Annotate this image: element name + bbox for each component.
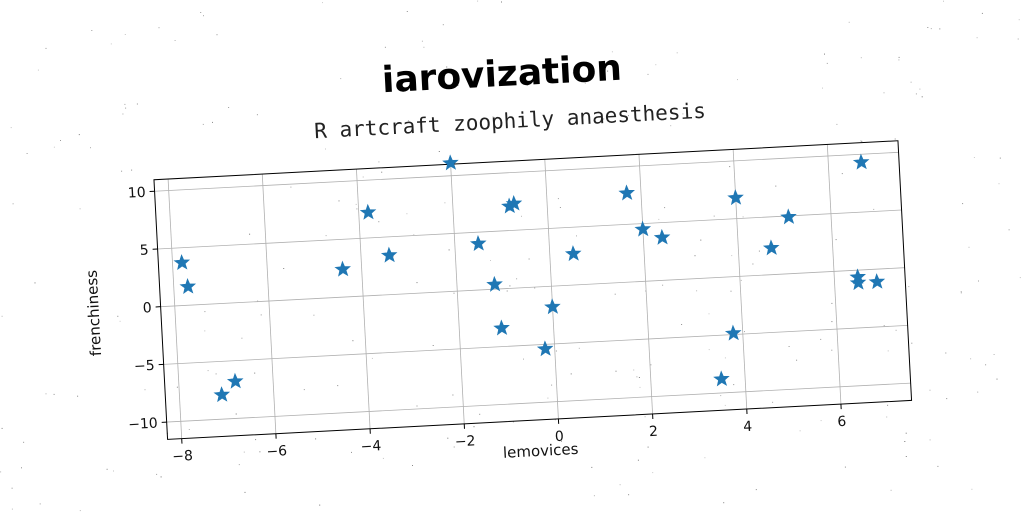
x-tick-label: −2 [454, 433, 475, 450]
chart-title: iarovization [381, 48, 623, 102]
data-point [849, 274, 867, 291]
y-tick-label: 0 [142, 300, 152, 316]
grid-line-y [157, 209, 902, 250]
grid-line-x [826, 144, 842, 405]
data-point [505, 195, 523, 211]
data-point [727, 189, 744, 206]
data-point [724, 324, 742, 341]
x-tick-label: −6 [266, 443, 288, 460]
x-tick-label: 6 [837, 414, 847, 430]
data-point [442, 154, 459, 171]
data-point [780, 208, 797, 225]
grid-line-y [160, 267, 905, 308]
data-point [213, 386, 231, 403]
data-point [469, 235, 487, 252]
grid-line-y [166, 382, 911, 423]
x-tick-label: 4 [743, 419, 753, 435]
data-point [852, 153, 870, 170]
y-tick-label: 10 [127, 185, 146, 202]
y-tick-label: −10 [128, 416, 158, 434]
y-axis: −10 −5 0 5 10 [127, 185, 167, 434]
grid-lines [154, 144, 911, 439]
data-point [486, 275, 503, 292]
data-points [173, 153, 886, 403]
grid-line-x [261, 174, 277, 434]
data-point [179, 278, 197, 295]
grid-line-y [154, 151, 899, 192]
data-point [868, 273, 886, 290]
data-point [653, 228, 671, 245]
data-point [380, 246, 398, 263]
x-axis: −8 −6 −4 −2 0 2 4 6 [172, 404, 847, 465]
grid-line-x [638, 154, 653, 414]
data-point [634, 220, 652, 237]
grid-line-x [356, 169, 371, 429]
grid-line-x [544, 159, 559, 419]
data-point [544, 298, 561, 315]
x-axis-label: lemovices [503, 440, 580, 462]
x-tick-label: 0 [554, 429, 564, 445]
plot-area: −8 −6 −4 −2 0 2 4 6 −10 −5 0 5 10 lemovices frenchi… [83, 140, 913, 465]
data-point [618, 184, 635, 201]
data-point [359, 203, 377, 220]
data-point [536, 340, 554, 357]
grid-line-x [167, 178, 183, 439]
y-axis-label: frenchiness [83, 269, 105, 356]
data-point [493, 319, 510, 336]
data-point [334, 260, 351, 277]
y-tick-label: −5 [134, 358, 155, 375]
plot-frame [153, 140, 913, 440]
data-point [173, 254, 191, 271]
x-tick-label: 2 [649, 424, 659, 440]
chart-subtitle: R artcraft zoophily anaesthesis [314, 99, 707, 143]
data-point [713, 370, 730, 387]
grid-line-x [450, 164, 465, 424]
data-point [564, 245, 582, 262]
y-tick-label: 5 [139, 242, 149, 258]
data-point [226, 372, 244, 389]
grid-line-x [732, 149, 748, 410]
x-tick-label: −4 [360, 438, 382, 455]
grid-line-y [163, 324, 908, 365]
data-point [762, 239, 780, 256]
x-tick-label: −8 [172, 448, 193, 465]
